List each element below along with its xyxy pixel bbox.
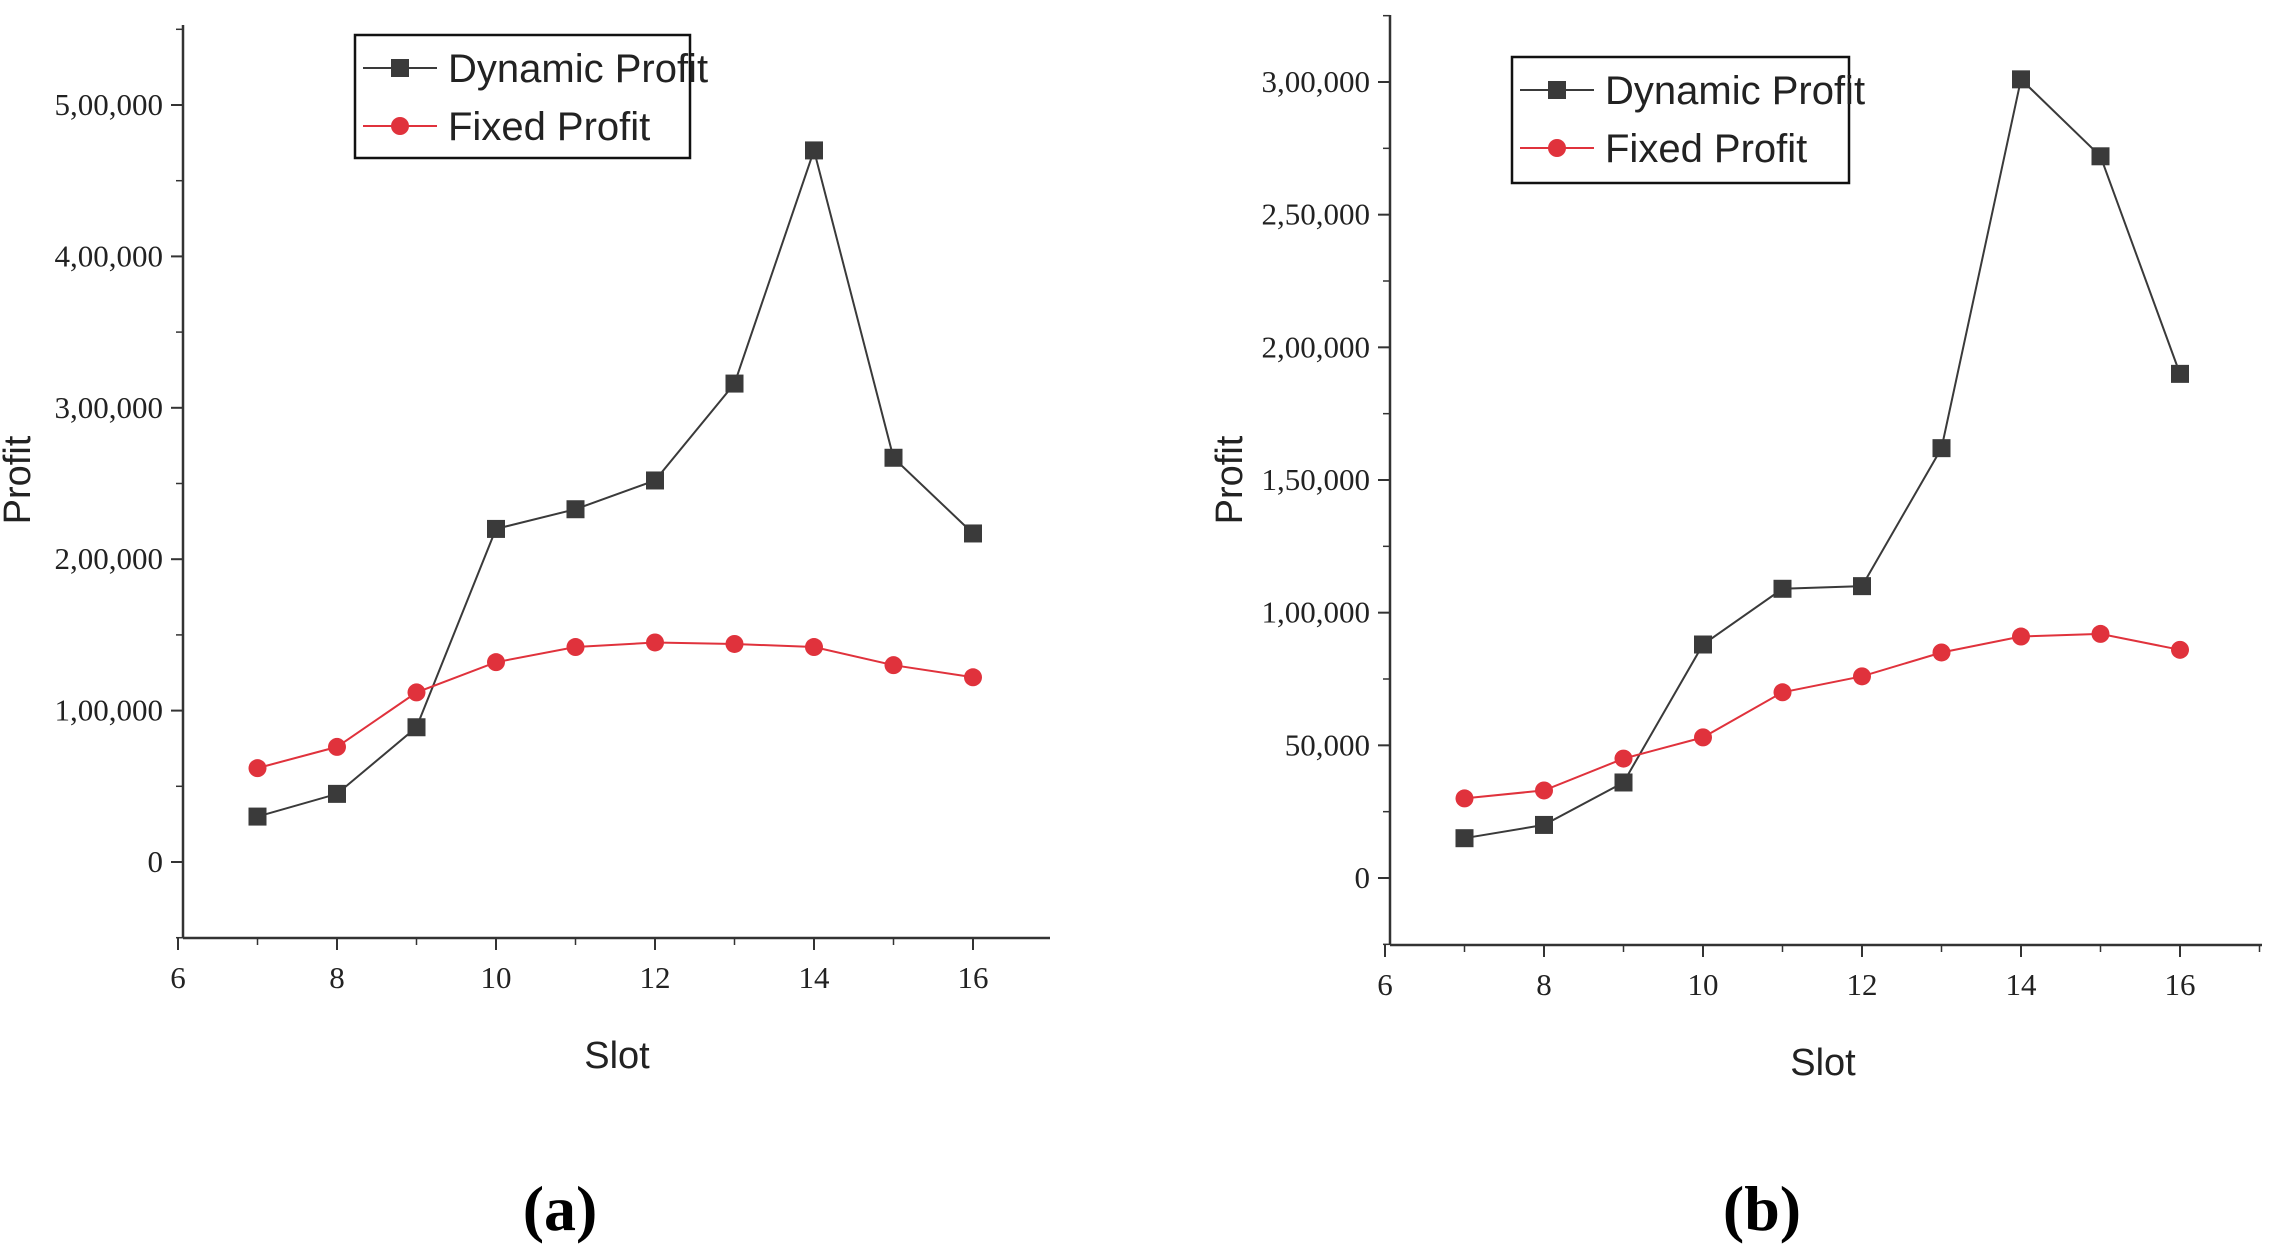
- y-tick-label: 1,00,000: [1262, 595, 1371, 630]
- dynamic-profit-point: [2171, 364, 2189, 383]
- legend-dynamic-marker: [1548, 81, 1566, 99]
- y-tick-label: 3,00,000: [55, 390, 164, 425]
- fixed-profit-point: [805, 638, 823, 657]
- dynamic-profit-point: [328, 784, 346, 803]
- chart-b: 0 50,000 1,00,000 1,50,000 2,00,000 2,50,000 3…: [1209, 14, 2262, 1244]
- y-tick-label: 4,00,000: [55, 238, 164, 273]
- fixed-profit-point: [2091, 624, 2110, 643]
- y-tick-label: 3,00,000: [1262, 64, 1371, 99]
- fixed-profit-point: [248, 759, 267, 778]
- y-tick-label: 0: [1355, 860, 1371, 895]
- dynamic-profit-point: [1614, 773, 1633, 792]
- panel-label: (a): [523, 1173, 598, 1244]
- y-tick-label: 2,00,000: [1262, 329, 1371, 364]
- chart-a: 0 1,00,000 2,00,000 3,00,000 4,00,000 5,00,00…: [0, 25, 1050, 1244]
- legend-box: [1510, 55, 1851, 185]
- x-tick-label: 8: [1536, 967, 1552, 1002]
- dynamic-profit-point: [2012, 70, 2030, 89]
- fixed-profit-point: [2171, 640, 2189, 659]
- dynamic-profit-point: [487, 519, 505, 538]
- fixed-profit-point: [1773, 683, 1792, 702]
- y-tick-label: 50,000: [1285, 727, 1370, 762]
- fixed-profit-point: [487, 653, 505, 672]
- fixed-profit-point: [1853, 667, 1871, 686]
- legend-dynamic-label: Dynamic Profit: [1605, 69, 1865, 113]
- fixed-profit-point: [328, 737, 346, 756]
- dynamic-profit-line: [257, 146, 974, 818]
- dynamic-profit-point: [964, 524, 982, 543]
- x-tick-label: 6: [170, 960, 186, 995]
- legend-fixed-marker: [391, 117, 409, 135]
- fixed-profit-point: [1694, 728, 1712, 747]
- legend-dynamic-label: Dynamic Profit: [448, 47, 708, 91]
- dynamic-profit-point: [1535, 815, 1553, 834]
- dynamic-profit-point: [2091, 147, 2110, 166]
- legend-fixed-marker: [1548, 139, 1566, 157]
- fixed-profit-point: [964, 668, 982, 687]
- x-tick-label: 8: [329, 960, 345, 995]
- dynamic-profit-point: [566, 500, 585, 519]
- fixed-profit-point: [884, 656, 903, 675]
- fixed-profit-line: [1464, 632, 2181, 800]
- x-axis-label: Slot: [1790, 1042, 1856, 1084]
- dynamic-profit-point: [646, 471, 664, 490]
- dynamic-profit-point: [1853, 577, 1871, 596]
- legend-fixed-label: Fixed Profit: [448, 105, 650, 149]
- dynamic-profit-point: [725, 374, 744, 393]
- y-tick-label: 2,50,000: [1262, 197, 1371, 232]
- x-axis-label: Slot: [584, 1035, 650, 1077]
- y-tick-label: 1,50,000: [1262, 462, 1371, 497]
- legend-box: [353, 33, 692, 160]
- legend-dynamic-marker: [391, 59, 409, 77]
- x-tick-label: 14: [2006, 967, 2038, 1002]
- x-tick-label: 10: [1688, 967, 1719, 1002]
- fixed-profit-point: [725, 634, 744, 653]
- y-axis-label: Profit: [0, 435, 39, 524]
- dynamic-profit-point: [248, 807, 267, 826]
- y-axis-label: Profit: [1209, 435, 1251, 524]
- y-tick-label: 5,00,000: [55, 87, 164, 122]
- dynamic-profit-point: [407, 718, 426, 737]
- dynamic-profit-point: [1773, 579, 1792, 598]
- dynamic-profit-point: [1455, 829, 1474, 848]
- y-tick-label: 2,00,000: [55, 541, 164, 576]
- fixed-profit-line: [257, 641, 974, 770]
- fixed-profit-point: [1932, 643, 1951, 662]
- fixed-profit-point: [1455, 789, 1474, 808]
- x-tick-label: 14: [799, 960, 831, 995]
- x-tick-label: 12: [1847, 967, 1878, 1002]
- x-tick-label: 16: [2165, 967, 2196, 1002]
- fixed-profit-point: [2012, 627, 2030, 646]
- x-tick-label: 10: [481, 960, 512, 995]
- dynamic-profit-point: [805, 141, 823, 160]
- fixed-profit-point: [1614, 749, 1633, 768]
- panel-label: (b): [1723, 1173, 1801, 1244]
- x-tick-label: 6: [1377, 967, 1393, 1002]
- fixed-profit-point: [407, 683, 426, 702]
- legend-fixed-label: Fixed Profit: [1605, 127, 1807, 171]
- fixed-profit-point: [1535, 781, 1553, 800]
- dynamic-profit-point: [1932, 439, 1951, 458]
- dynamic-profit-point: [884, 448, 903, 467]
- y-tick-label: 1,00,000: [55, 693, 164, 728]
- y-tick-label: 0: [148, 844, 164, 879]
- dynamic-profit-point: [1694, 635, 1712, 654]
- x-tick-label: 12: [640, 960, 671, 995]
- fixed-profit-point: [566, 638, 585, 657]
- fixed-profit-point: [646, 633, 664, 652]
- dynamic-profit-line: [1464, 77, 2181, 840]
- x-tick-label: 16: [958, 960, 989, 995]
